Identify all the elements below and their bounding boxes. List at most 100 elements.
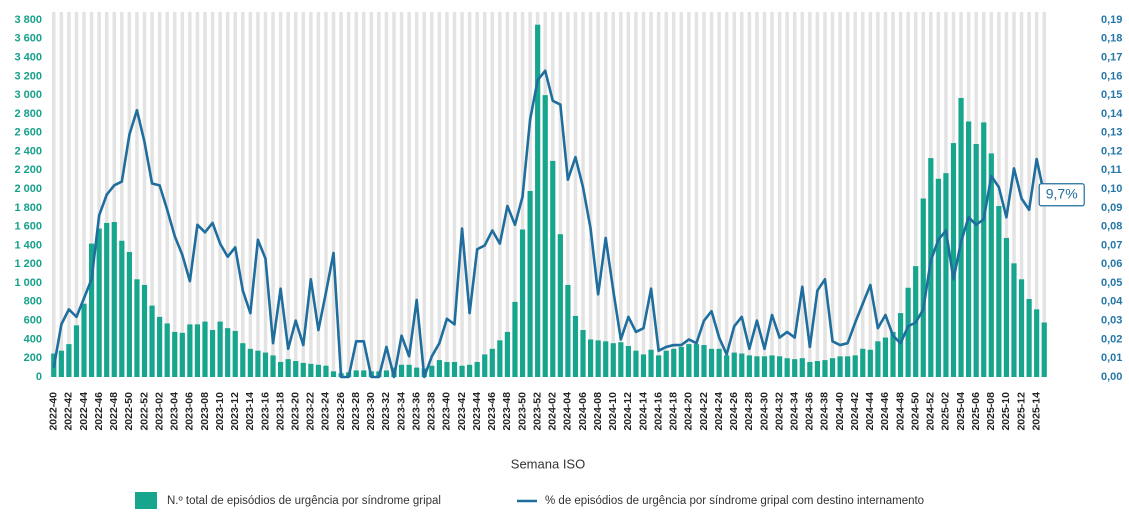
y-tick-label: 0	[36, 371, 42, 383]
bar	[572, 315, 579, 377]
line	[52, 69, 1046, 379]
x-tick-label: 2023-30	[365, 392, 377, 431]
x-tick-label: 2023-40	[441, 392, 453, 431]
bar	[663, 350, 669, 377]
y2-tick-label: 0,09	[1101, 202, 1122, 214]
x-tick-label: 2023-20	[290, 392, 302, 431]
bar	[595, 340, 601, 377]
x-tick-label: 2023-04	[169, 392, 181, 431]
bar	[1003, 237, 1010, 377]
bar	[973, 144, 979, 377]
x-tick-label: 2024-46	[879, 392, 891, 431]
bar	[459, 365, 465, 377]
y-tick-label: 3 000	[14, 89, 42, 101]
bar	[966, 121, 972, 377]
x-tick-label: 2023-02	[153, 392, 165, 431]
y2-tick-label: 0,06	[1101, 258, 1122, 270]
x-tick-label: 2024-26	[728, 392, 740, 431]
x-tick-label: 2025-08	[985, 392, 997, 431]
bar	[845, 356, 851, 377]
bar	[300, 362, 306, 377]
bar	[981, 122, 987, 377]
x-tick-label: 2023-50	[516, 392, 528, 431]
legend-label: N.º total de episódios de urgência por s…	[167, 495, 441, 507]
x-tick-label: 2023-38	[426, 392, 438, 431]
bar	[285, 359, 291, 377]
bar	[512, 301, 518, 377]
bar	[414, 367, 420, 377]
y-tick-label: 800	[24, 296, 42, 308]
bar	[277, 361, 284, 377]
bar	[489, 348, 495, 377]
y-tick-label: 200	[24, 352, 42, 364]
bar	[119, 240, 125, 377]
bar	[686, 344, 692, 377]
bar	[436, 360, 442, 377]
x-tick-label: 2024-30	[758, 392, 770, 431]
x-tick-label: 2023-08	[199, 392, 211, 431]
bar	[837, 356, 843, 377]
x-tick-label: 2024-42	[849, 392, 861, 431]
bar	[232, 330, 238, 377]
y-tick-label: 2 000	[14, 183, 42, 195]
x-tick-label: 2023-16	[259, 392, 271, 431]
bar	[330, 371, 337, 377]
bar	[179, 332, 185, 377]
bar	[776, 356, 783, 377]
x-tick-label: 2023-22	[305, 392, 317, 431]
y-tick-label: 3 800	[14, 14, 42, 26]
x-tick-label: 2023-48	[501, 392, 513, 431]
bar	[247, 348, 253, 377]
bar	[716, 348, 722, 377]
bar	[935, 178, 941, 377]
bar	[157, 316, 163, 377]
y2-tick-label: 0,02	[1101, 333, 1122, 345]
bar	[361, 370, 367, 377]
bar	[603, 341, 609, 377]
bar	[240, 343, 246, 377]
bar	[474, 361, 480, 377]
bar	[693, 344, 700, 377]
bar	[1018, 279, 1025, 377]
bar	[640, 354, 647, 377]
bar	[701, 345, 707, 377]
x-tick-label: 2025-02	[940, 392, 952, 431]
bar	[610, 343, 616, 377]
bar	[784, 358, 790, 377]
x-tick-label: 2024-36	[804, 392, 816, 431]
x-tick-label: 2023-46	[486, 392, 498, 431]
bar	[58, 350, 64, 377]
x-axis-title: Semana ISO	[511, 456, 585, 471]
bar	[141, 284, 148, 377]
bar	[519, 229, 526, 377]
bar	[860, 348, 866, 377]
x-tick-label: 2024-20	[683, 392, 695, 431]
x-tick-label: 2024-24	[713, 392, 725, 431]
bar	[1034, 309, 1040, 377]
y2-tick-label: 0,11	[1101, 164, 1122, 176]
bar	[920, 198, 926, 377]
x-tick-label: 2025-10	[1000, 392, 1012, 431]
y2-tick-label: 0,01	[1101, 352, 1122, 364]
bar	[81, 303, 87, 377]
bar	[451, 361, 458, 377]
bar	[633, 350, 639, 377]
bar	[217, 321, 223, 377]
bar	[565, 284, 571, 377]
bar	[1011, 263, 1017, 377]
legend-swatch	[135, 492, 157, 509]
x-tick-label: 2024-22	[698, 392, 710, 431]
bar	[293, 361, 299, 377]
bar	[187, 324, 193, 377]
x-tick-label: 2024-44	[864, 392, 876, 431]
bar	[398, 364, 405, 377]
legend-label: % de episódios de urgência por síndrome …	[545, 495, 924, 507]
x-tick-label: 2023-34	[395, 392, 407, 431]
bar	[126, 252, 132, 377]
x-tick-label: 2024-34	[789, 392, 801, 431]
bar	[172, 331, 178, 377]
bar	[557, 234, 563, 377]
bar	[905, 287, 911, 377]
bar	[308, 363, 314, 377]
y2-tick-label: 0,10	[1101, 183, 1122, 195]
